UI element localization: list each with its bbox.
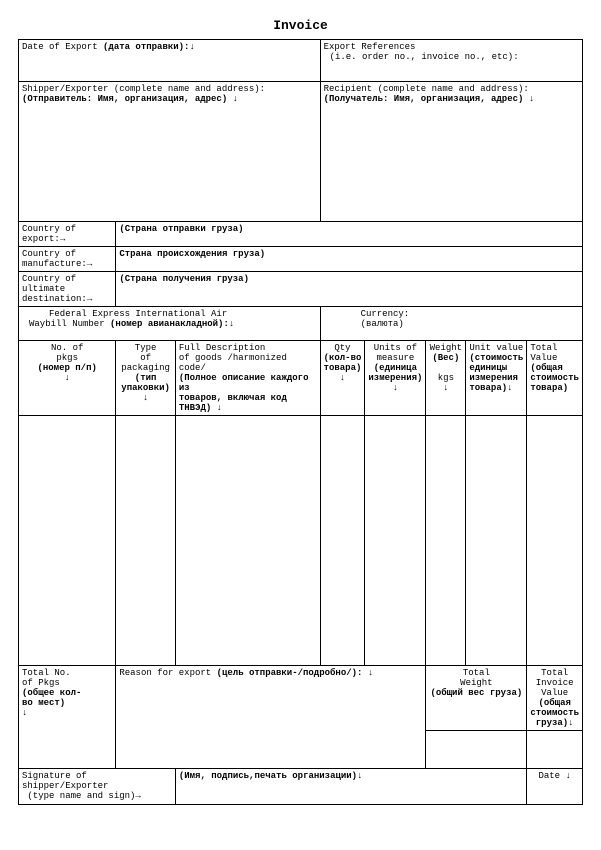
recipient-ru: (Получатель: Имя, организация, адрес) — [324, 94, 524, 104]
col-qty: Qty — [324, 343, 362, 353]
date-of-export-ru: (дата отправки): — [103, 42, 189, 52]
currency-label: Currency: — [361, 309, 579, 319]
arrow-down-icon: ↓ — [22, 708, 112, 718]
arrow-down-icon: ↓ — [229, 319, 234, 329]
col-units-1: Units of — [368, 343, 422, 353]
fedex-ru: (номер авианакладной): — [110, 319, 229, 329]
col-unitval-ru2: единицы — [469, 363, 523, 373]
total-inv-2: Invoice — [530, 678, 579, 688]
reason-ru: (цель отправки-/подробно/): — [217, 668, 363, 678]
col-no-2: pkgs — [22, 353, 112, 363]
col-qty-ru1: (кол-во — [324, 353, 362, 363]
col-no-1: No. of — [22, 343, 112, 353]
currency-ru: (валюта) — [361, 319, 579, 329]
date-label: Date — [538, 771, 560, 781]
arrow-down-icon: ↓ — [324, 373, 362, 383]
col-type-ru: (тип упаковки) — [119, 373, 171, 393]
arrow-down-icon: ↓ — [217, 403, 222, 413]
arrow-down-icon: ↓ — [429, 383, 462, 393]
col-unitval: Unit value — [469, 343, 523, 353]
export-refs-2: (i.e. order no., invoice no., etc): — [324, 52, 579, 62]
col-unitval-ru4: товара) — [469, 383, 507, 393]
fedex-1: Federal Express International Air — [49, 309, 317, 319]
col-total-ru1: (общая — [530, 363, 579, 373]
col-total-1: Total — [530, 343, 579, 353]
sig-3: (type name and sign) — [27, 791, 135, 801]
shipper-label: Shipper/Exporter (complete name and addr… — [22, 84, 265, 94]
total-no-2: of Pkgs — [22, 678, 112, 688]
arrow-down-icon: ↓ — [22, 373, 112, 383]
arrow-down-icon: ↓ — [233, 94, 238, 104]
shipper-ru: (Отправитель: Имя, организация, адрес) — [22, 94, 227, 104]
country-export-label: Country of export: — [22, 224, 76, 244]
total-weight-2: Weight — [429, 678, 523, 688]
arrow-down-icon: ↓ — [368, 383, 422, 393]
top-table: Date of Export (дата отправки):↓ Export … — [18, 39, 583, 805]
col-weight-ru: (Вес) — [429, 353, 462, 363]
arrow-right-icon: → — [87, 259, 92, 269]
total-weight-1: Total — [429, 668, 523, 678]
col-units-ru2: измерения) — [368, 373, 422, 383]
country-dest-label: Country of ultimate destination: — [22, 274, 87, 304]
sig-2: shipper/Exporter — [22, 781, 172, 791]
reason-label: Reason for export — [119, 668, 211, 678]
arrow-down-icon: ↓ — [357, 771, 362, 781]
arrow-right-icon: → — [60, 234, 65, 244]
col-type-2: of packaging — [119, 353, 171, 373]
col-desc-ru2: товаров, включая код ТНВЭД) — [179, 393, 287, 413]
col-desc-ru1: (Полное описание каждого из — [179, 373, 317, 393]
col-units-ru1: (единица — [368, 363, 422, 373]
arrow-down-icon: ↓ — [189, 42, 194, 52]
page-title: Invoice — [18, 18, 583, 33]
arrow-down-icon: ↓ — [568, 718, 573, 728]
col-desc-2: of goods /harmonized code/ — [179, 353, 317, 373]
col-weight: Weight — [429, 343, 462, 353]
total-no-ru1: (общее кол- — [22, 688, 112, 698]
export-refs-1: Export References — [324, 42, 579, 52]
total-inv-3: Value — [530, 688, 579, 698]
col-total-ru2: стоимость — [530, 373, 579, 383]
total-no-ru2: во мест) — [22, 698, 112, 708]
col-qty-ru2: товара) — [324, 363, 362, 373]
col-unitval-ru3: измерения — [469, 373, 523, 383]
col-desc-1: Full Description — [179, 343, 317, 353]
sig-1: Signature of — [22, 771, 172, 781]
total-inv-ru2: стоимость — [530, 708, 579, 718]
arrow-down-icon: ↓ — [529, 94, 534, 104]
total-inv-ru1: (общая — [530, 698, 579, 708]
total-weight-ru: (общий вес груза) — [429, 688, 523, 698]
country-manu-label: Country of manufacture: — [22, 249, 87, 269]
arrow-down-icon: ↓ — [368, 668, 373, 678]
total-inv-ru3: груза) — [536, 718, 568, 728]
col-no-ru: (номер п/п) — [22, 363, 112, 373]
col-units-2: measure — [368, 353, 422, 363]
arrow-down-icon: ↓ — [507, 383, 512, 393]
total-inv-1: Total — [530, 668, 579, 678]
col-total-2: Value — [530, 353, 579, 363]
arrow-right-icon: → — [135, 791, 140, 801]
total-no-1: Total No. — [22, 668, 112, 678]
fedex-2: Waybill Number — [29, 319, 105, 329]
arrow-down-icon: ↓ — [565, 771, 570, 781]
col-type-1: Type — [119, 343, 171, 353]
recipient-label: Recipient (complete name and address): — [324, 84, 529, 94]
arrow-down-icon: ↓ — [119, 393, 171, 403]
arrow-right-icon: → — [87, 294, 92, 304]
date-of-export-label: Date of Export — [22, 42, 98, 52]
country-export-ru: (Страна отправки груза) — [119, 224, 243, 234]
col-total-ru3: товара) — [530, 383, 579, 393]
country-manu-ru: Страна происхождения груза) — [119, 249, 265, 259]
col-weight-unit: kgs — [429, 373, 462, 383]
sig-ru: (Имя, подпись,печать организации) — [179, 771, 357, 781]
col-unitval-ru1: (стоимость — [469, 353, 523, 363]
country-dest-ru: (Страна получения груза) — [119, 274, 249, 284]
